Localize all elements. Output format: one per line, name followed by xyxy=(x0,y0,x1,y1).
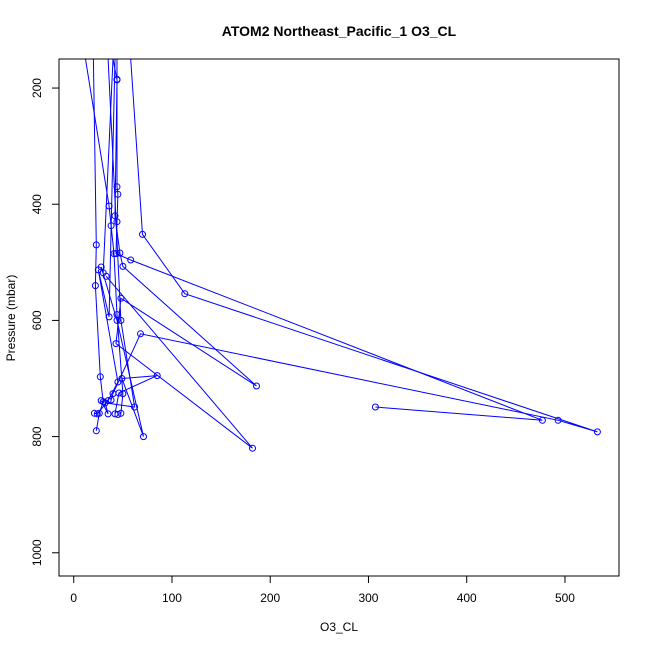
data-point xyxy=(116,249,124,257)
series-line-3 xyxy=(115,59,543,421)
x-tick-label: 100 xyxy=(162,591,182,605)
data-point xyxy=(111,410,119,418)
x-tick-label: 300 xyxy=(358,591,378,605)
data-point xyxy=(117,316,125,324)
data-point xyxy=(114,378,122,386)
y-axis-label: Pressure (mbar) xyxy=(4,275,18,362)
data-point xyxy=(93,410,101,418)
data-point xyxy=(112,250,120,258)
data-point xyxy=(112,340,120,348)
data-point xyxy=(119,390,127,398)
data-point xyxy=(90,409,98,417)
data-point xyxy=(127,256,135,264)
data-point xyxy=(115,389,123,397)
x-tick-label: 500 xyxy=(555,591,575,605)
series-line-8 xyxy=(100,59,136,415)
data-point xyxy=(101,399,109,407)
data-point xyxy=(113,316,121,324)
series-line-5 xyxy=(105,59,257,449)
data-point xyxy=(96,373,104,381)
series-layer xyxy=(85,59,601,452)
y-axis: 200 400 600 800 1000 xyxy=(30,78,60,566)
x-axis-label: O3_CL xyxy=(320,620,358,634)
data-point xyxy=(118,375,126,382)
chart-title: ATOM2 Northeast_Pacific_1 O3_CL xyxy=(222,23,457,39)
x-tick-label: 0 xyxy=(70,591,77,605)
data-point xyxy=(91,282,99,290)
data-point xyxy=(249,444,256,452)
data-point xyxy=(94,266,102,274)
data-point xyxy=(111,212,119,220)
data-point xyxy=(153,372,161,380)
data-point xyxy=(117,294,125,302)
data-point xyxy=(253,382,260,390)
data-point xyxy=(139,230,146,238)
data-point xyxy=(113,76,121,84)
data-point xyxy=(113,218,121,226)
data-point xyxy=(119,262,127,270)
data-point xyxy=(137,330,144,338)
data-point xyxy=(140,433,147,441)
y-tick-label: 600 xyxy=(30,310,44,330)
x-tick-label: 200 xyxy=(260,591,280,605)
y-tick-label: 400 xyxy=(30,194,44,214)
data-point xyxy=(105,313,113,321)
data-point xyxy=(554,416,562,424)
series-line-2 xyxy=(92,59,104,431)
plot-frame xyxy=(58,58,620,577)
series-line-6 xyxy=(100,59,158,437)
x-axis: 0 100 200 300 400 500 xyxy=(70,575,575,605)
data-point xyxy=(114,411,122,418)
data-point xyxy=(371,403,379,411)
data-point xyxy=(131,403,139,411)
series-line-4 xyxy=(110,59,598,433)
y-tick-label: 200 xyxy=(30,78,44,98)
data-point xyxy=(92,241,100,249)
data-point xyxy=(181,290,189,298)
x-tick-label: 400 xyxy=(457,591,477,605)
data-point xyxy=(104,410,112,418)
data-point xyxy=(97,397,105,405)
series-line-7 xyxy=(94,59,119,415)
y-tick-label: 1000 xyxy=(30,539,44,566)
data-point xyxy=(92,427,100,435)
data-point xyxy=(593,428,601,436)
y-tick-label: 800 xyxy=(30,426,44,446)
